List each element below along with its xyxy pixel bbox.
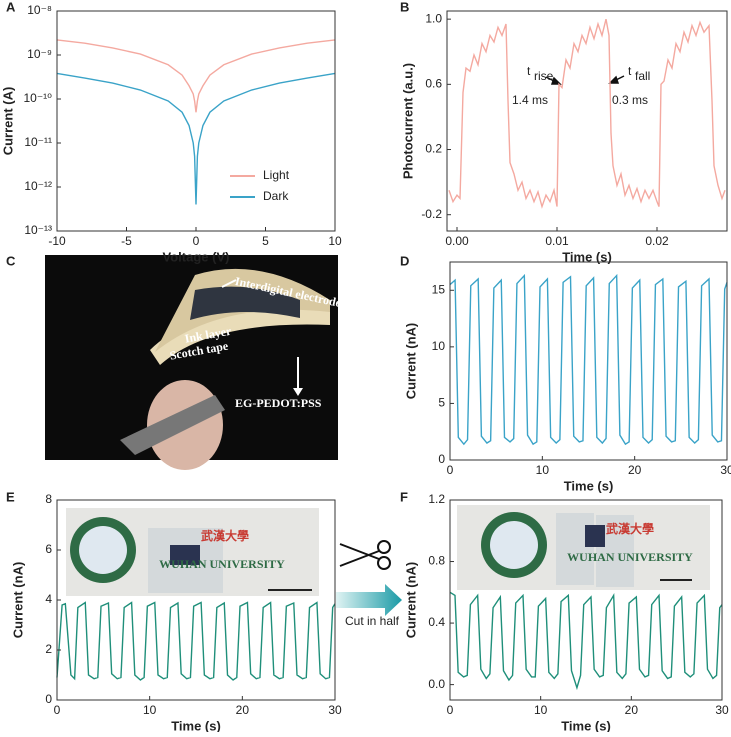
y-tick-label: 10⁻⁹ xyxy=(27,47,52,61)
data-line xyxy=(56,72,336,205)
photo-c: Interdigital electrode Ink layer Scotch … xyxy=(45,255,343,470)
y-tick-label: 10⁻¹³ xyxy=(24,223,52,237)
y-axis-label: Current (nA) xyxy=(10,562,25,639)
y-tick-label: 10⁻¹¹ xyxy=(24,135,52,149)
photo-label: WUHAN UNIVERSITY xyxy=(567,550,693,564)
arrow xyxy=(545,75,625,85)
x-tick-label: 10 xyxy=(143,703,157,717)
data-line xyxy=(449,273,728,446)
x-tick-label: 10 xyxy=(328,234,342,248)
y-axis-label: Current (nA) xyxy=(403,323,418,400)
y-tick-label: 8 xyxy=(45,492,52,506)
y-tick-label: 4 xyxy=(45,592,52,606)
x-axis-label: Time (s) xyxy=(564,478,614,493)
x-tick-label: 30 xyxy=(715,703,729,717)
plot-frame xyxy=(449,261,728,461)
y-tick-label: 10⁻¹² xyxy=(24,179,52,193)
y-tick-label: 0 xyxy=(438,452,445,466)
x-tick-label: 10 xyxy=(536,463,550,477)
x-tick-label: 20 xyxy=(628,463,642,477)
y-tick-label: 1.2 xyxy=(428,492,445,506)
x-tick-label: 30 xyxy=(328,703,342,717)
y-tick-label: 0.6 xyxy=(425,77,442,91)
x-tick-label: 0 xyxy=(54,703,61,717)
x-tick-label: 0 xyxy=(193,234,200,248)
x-tick-label: 0.00 xyxy=(445,234,469,248)
legend-label: Dark xyxy=(263,189,289,203)
data-line xyxy=(448,18,726,209)
x-axis-label: Time (s) xyxy=(562,249,612,264)
plot-frame xyxy=(446,10,728,232)
x-tick-label: 0 xyxy=(447,703,454,717)
y-axis-label: Current (nA) xyxy=(403,562,418,639)
x-tick-label: 20 xyxy=(625,703,639,717)
annotation: Cut in half xyxy=(345,614,400,628)
plot-frame xyxy=(449,499,723,701)
x-axis-label: Time (s) xyxy=(171,718,221,732)
y-tick-label: 6 xyxy=(45,542,52,556)
x-tick-label: 0.01 xyxy=(545,234,569,248)
x-tick-label: -5 xyxy=(121,234,132,248)
y-tick-label: 0.0 xyxy=(428,677,445,691)
y-tick-label: 15 xyxy=(432,282,446,296)
panel-label: E xyxy=(6,489,15,504)
y-tick-label: 10 xyxy=(432,339,446,353)
x-tick-label: 20 xyxy=(236,703,250,717)
arrow xyxy=(336,584,402,616)
annotation: t xyxy=(527,64,531,78)
panel-label: F xyxy=(400,489,408,504)
panel-label: C xyxy=(6,253,16,268)
annotation: 0.3 ms xyxy=(612,93,648,107)
y-tick-label: 10⁻¹⁰ xyxy=(24,91,53,105)
photo-label: WUHAN UNIVERSITY xyxy=(159,557,285,571)
data-line xyxy=(56,39,336,113)
y-tick-label: 0.8 xyxy=(428,554,445,568)
annotation: rise xyxy=(534,69,554,83)
panel-label: A xyxy=(6,0,16,14)
annotation: fall xyxy=(635,69,650,83)
panel-label: D xyxy=(400,253,409,268)
y-tick-label: 1.0 xyxy=(425,11,442,25)
x-tick-label: 0.02 xyxy=(645,234,669,248)
scissors-icon xyxy=(339,540,391,570)
data-line xyxy=(56,601,336,681)
x-tick-label: 0 xyxy=(447,463,454,477)
photo-label: EG-PEDOT:PSS xyxy=(235,396,322,410)
y-tick-label: 0.4 xyxy=(428,615,445,629)
y-axis-label: Photocurrent (a.u.) xyxy=(400,63,415,179)
photo-label: 武漢大學 xyxy=(201,528,249,543)
x-tick-label: 10 xyxy=(534,703,548,717)
x-tick-label: 30 xyxy=(720,463,731,477)
y-tick-label: 10⁻⁸ xyxy=(27,3,52,17)
y-tick-label: 0 xyxy=(45,692,52,706)
y-tick-label: -0.2 xyxy=(421,207,442,221)
panel-label: B xyxy=(400,0,409,14)
x-axis-label: Time (s) xyxy=(561,718,611,732)
annotation: t xyxy=(628,64,632,78)
x-tick-label: -10 xyxy=(48,234,66,248)
y-tick-label: 0.2 xyxy=(425,142,442,156)
photo-e: 武漢大學 WUHAN UNIVERSITY xyxy=(66,508,319,596)
x-axis-label: Voltage (V) xyxy=(163,249,230,264)
photo-label: 武漢大學 xyxy=(606,521,654,536)
y-tick-label: 5 xyxy=(438,396,445,410)
y-tick-label: 2 xyxy=(45,642,52,656)
x-tick-label: 5 xyxy=(262,234,269,248)
y-axis-label: Current (A) xyxy=(0,87,15,156)
data-line xyxy=(449,591,723,691)
legend-label: Light xyxy=(263,168,290,182)
annotation: 1.4 ms xyxy=(512,93,548,107)
photo-f: 武漢大學 WUHAN UNIVERSITY xyxy=(457,505,710,590)
